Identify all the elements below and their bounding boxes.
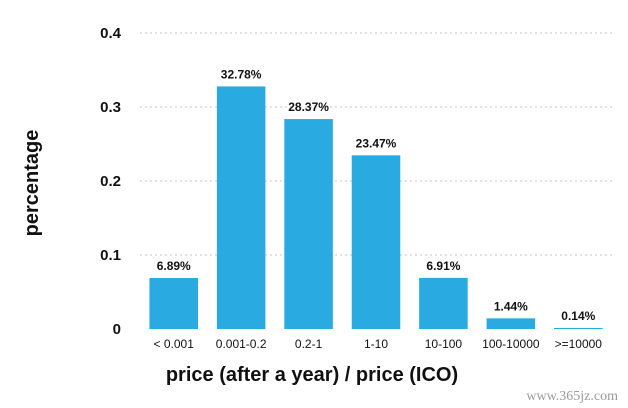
x-tick-label: 1-10 xyxy=(364,337,388,351)
y-axis-title: percentage xyxy=(21,130,43,237)
data-label: 1.44% xyxy=(494,299,528,313)
x-tick-label: 10-100 xyxy=(425,337,463,351)
y-tick-label: 0 xyxy=(113,321,121,338)
x-tick-label: < 0.001 xyxy=(154,337,195,351)
y-tick-label: 0.4 xyxy=(100,25,122,42)
x-axis-title: price (after a year) / price (ICO) xyxy=(166,364,458,386)
watermark: www.365jz.com xyxy=(526,389,618,404)
y-tick-label: 0.1 xyxy=(100,247,121,264)
data-label: 6.89% xyxy=(157,259,191,273)
bar xyxy=(419,277,468,329)
bar xyxy=(554,327,603,329)
data-label: 23.47% xyxy=(356,136,397,150)
x-tick-label: >=10000 xyxy=(555,337,603,351)
bar xyxy=(149,278,198,329)
x-tick-label: 100-10000 xyxy=(482,337,540,351)
y-tick-label: 0.3 xyxy=(100,99,121,116)
data-label: 32.78% xyxy=(221,67,262,81)
x-tick-label: 0.2-1 xyxy=(295,337,323,351)
bars xyxy=(149,86,603,329)
y-axis-ticks: 0 0.1 0.2 0.3 0.4 xyxy=(100,25,122,338)
bar xyxy=(486,318,536,329)
x-tick-label: 0.001-0.2 xyxy=(216,337,267,351)
data-label: 0.14% xyxy=(561,309,595,323)
x-axis-ticks: < 0.001 0.001-0.2 0.2-1 1-10 10-100 100-10000… xyxy=(154,337,603,351)
bar xyxy=(216,86,266,329)
y-tick-label: 0.2 xyxy=(100,173,121,190)
bar xyxy=(284,119,333,329)
data-label: 6.91% xyxy=(426,259,460,273)
data-label: 28.37% xyxy=(288,100,329,114)
bar xyxy=(351,155,401,329)
data-labels: 6.89% 32.78% 28.37% 23.47% 6.91% 1.44% 0.14% xyxy=(157,67,596,323)
